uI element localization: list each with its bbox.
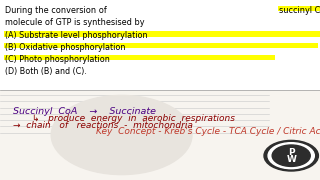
Text: ↳   produce  energy  in  aerobic  respirations: ↳ produce energy in aerobic respirations	[32, 114, 235, 123]
Circle shape	[264, 140, 318, 171]
Text: →  chain   of   reactions  -  mitochondria: → chain of reactions - mitochondria	[13, 121, 193, 130]
Text: (C) Photo phosphorylation: (C) Photo phosphorylation	[5, 55, 109, 64]
Text: During the conversion of: During the conversion of	[5, 6, 109, 15]
Text: succinyl CoA to succinic acid: succinyl CoA to succinic acid	[278, 6, 320, 15]
Circle shape	[51, 95, 192, 175]
FancyBboxPatch shape	[4, 55, 275, 60]
FancyBboxPatch shape	[278, 6, 320, 11]
Text: Key  Concept - Kreb's Cycle - TCA Cycle / Citric Acid Cycle: Key Concept - Kreb's Cycle - TCA Cycle /…	[96, 127, 320, 136]
FancyBboxPatch shape	[0, 0, 320, 90]
Text: (A) Substrate level phosphorylation: (A) Substrate level phosphorylation	[5, 31, 147, 40]
Text: (D) Both (B) and (C).: (D) Both (B) and (C).	[5, 67, 87, 76]
Text: (B) Oxidative phosphorylation: (B) Oxidative phosphorylation	[5, 43, 125, 52]
FancyBboxPatch shape	[0, 90, 320, 180]
Text: molecule of GTP is synthesised by: molecule of GTP is synthesised by	[5, 18, 144, 27]
Text: W: W	[286, 155, 296, 164]
FancyBboxPatch shape	[4, 43, 318, 48]
Text: Succinyl  CoA    →    Succinate: Succinyl CoA → Succinate	[13, 107, 156, 116]
FancyBboxPatch shape	[4, 31, 320, 37]
Circle shape	[272, 145, 310, 166]
Circle shape	[268, 143, 314, 169]
Text: P: P	[288, 148, 294, 158]
